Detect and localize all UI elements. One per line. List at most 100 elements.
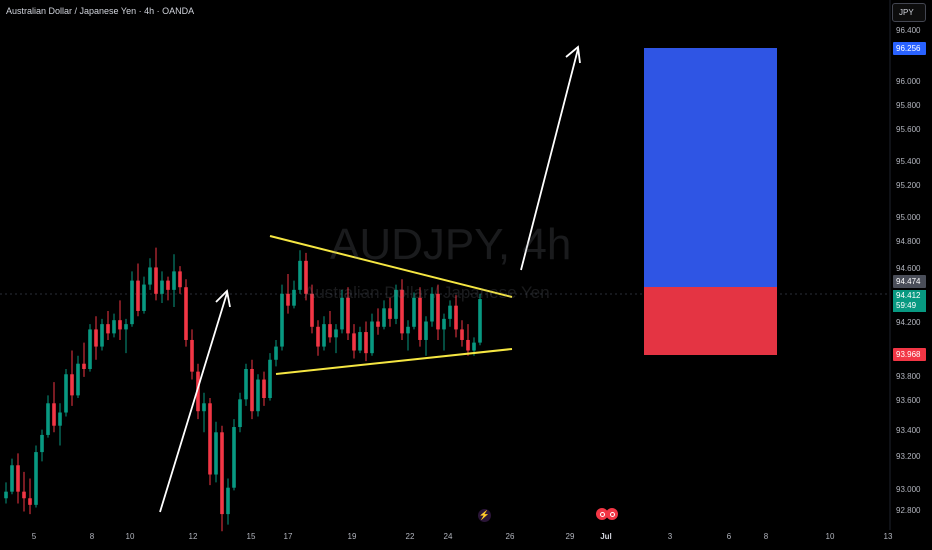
price-label: 94.200: [896, 318, 921, 327]
time-label: 29: [565, 532, 575, 541]
target-zone[interactable]: [644, 48, 777, 287]
candle-body: [274, 346, 278, 360]
candle-body: [28, 498, 32, 505]
candle-body: [4, 491, 8, 499]
candle-body: [364, 332, 368, 354]
candle-body: [466, 339, 470, 351]
price-label: 95.400: [896, 157, 921, 166]
chart-title: Australian Dollar / Japanese Yen · 4h · …: [6, 6, 195, 16]
candle-body: [70, 374, 74, 396]
candlestick-series: [4, 247, 482, 532]
time-label: 15: [246, 532, 256, 541]
event-dot-icon: [609, 511, 615, 517]
candle-body: [40, 434, 44, 453]
candle-body: [16, 465, 20, 492]
candle-body: [268, 359, 272, 399]
candle-body: [106, 324, 110, 334]
candle-body: [214, 432, 218, 475]
candle-body: [316, 326, 320, 347]
time-label: 12: [188, 532, 198, 541]
candle-body: [172, 271, 176, 290]
time-label: 26: [505, 532, 515, 541]
time-label: 22: [405, 532, 415, 541]
price-label: 95.800: [896, 101, 921, 110]
price-label: 93.400: [896, 426, 921, 435]
candle-body: [448, 305, 452, 319]
candle-body: [436, 293, 440, 330]
candle-body: [82, 363, 86, 369]
price-label: 95.200: [896, 181, 921, 190]
current-price: 94.412: [896, 291, 921, 300]
candle-body: [376, 321, 380, 327]
price-label: 92.800: [896, 506, 921, 515]
arrow-left-up[interactable]: [159, 289, 231, 513]
economic-event-icon[interactable]: [606, 508, 618, 520]
price-label: 94.800: [896, 237, 921, 246]
candle-body: [196, 371, 200, 412]
candle-body: [292, 289, 296, 306]
time-label: 10: [125, 532, 135, 541]
candle-body: [280, 293, 284, 347]
price-label: 95.000: [896, 213, 921, 222]
candle-body: [478, 299, 482, 343]
candle-body: [64, 374, 68, 413]
entry-price-tag: 94.474: [893, 275, 926, 288]
stop-price-tag: 93.968: [893, 348, 926, 361]
candle-body: [442, 318, 446, 330]
candle-body: [34, 452, 38, 505]
candle-body: [154, 267, 158, 294]
watermark-name: Australian Dollar / Japanese Yen: [304, 283, 550, 302]
candle-body: [250, 368, 254, 412]
candle-body: [136, 280, 140, 311]
candle-body: [76, 363, 80, 396]
lightning-event-icon[interactable]: ⚡: [478, 509, 491, 522]
candle-body: [334, 329, 338, 338]
price-label: 94.600: [896, 264, 921, 273]
currency-button[interactable]: JPY: [892, 3, 926, 22]
time-label: 13: [883, 532, 893, 541]
stop-zone[interactable]: [644, 287, 777, 355]
candle-body: [184, 287, 188, 340]
candle-body: [328, 324, 332, 338]
candle-body: [358, 332, 362, 351]
watermark-symbol: AUDJPY, 4h: [330, 220, 572, 269]
price-label: 93.200: [896, 452, 921, 461]
candle-body: [262, 379, 266, 399]
candle-body: [10, 465, 14, 492]
current-price-tag: 94.412 59:49: [893, 290, 926, 312]
price-label: 93.800: [896, 372, 921, 381]
candle-body: [298, 260, 302, 290]
candle-body: [112, 320, 116, 334]
candle-body: [118, 320, 122, 330]
candle-body: [472, 342, 476, 351]
candle-body: [400, 289, 404, 334]
price-label: 95.600: [896, 125, 921, 134]
candle-body: [352, 333, 356, 351]
candle-body: [94, 329, 98, 347]
candle-body: [226, 487, 230, 515]
candle-body: [160, 280, 164, 294]
triangle-lower-trendline[interactable]: [275, 348, 513, 375]
candle-body: [190, 339, 194, 372]
candle-body: [346, 297, 350, 334]
candle-body: [424, 321, 428, 340]
arrow-right-up[interactable]: [520, 45, 581, 271]
candle-body: [52, 403, 56, 426]
price-label: 93.000: [896, 485, 921, 494]
candle-body: [256, 379, 260, 412]
candle-body: [46, 403, 50, 435]
time-label: 10: [825, 532, 835, 541]
price-label: 96.000: [896, 77, 921, 86]
event-dot-icon: [599, 511, 605, 517]
candle-body: [412, 297, 416, 327]
candle-body: [130, 280, 134, 325]
triangle-upper-trendline[interactable]: [269, 235, 513, 298]
candle-body: [304, 260, 308, 294]
candle-body: [100, 324, 104, 347]
candle-body: [178, 271, 182, 288]
time-label-month: Jul: [600, 532, 612, 541]
economic-event-icon[interactable]: [596, 508, 608, 520]
candle-body: [382, 308, 386, 327]
candle-body: [166, 280, 170, 290]
